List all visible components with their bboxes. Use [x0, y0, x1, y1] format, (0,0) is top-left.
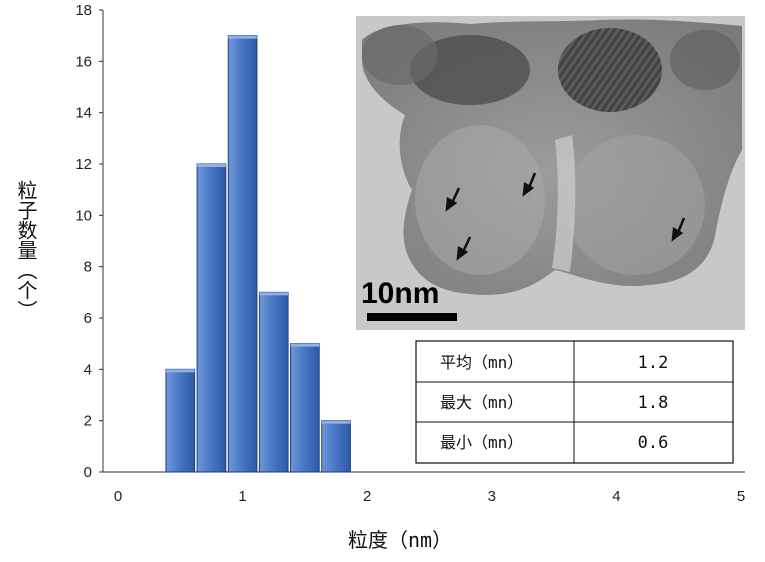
y-tick-label: 4 [84, 361, 92, 378]
y-tick-label: 6 [84, 310, 92, 327]
x-tick-label: 2 [363, 488, 371, 505]
bar-highlight [321, 420, 351, 424]
y-tick-label: 18 [75, 2, 92, 19]
tem-arrow [445, 187, 461, 212]
y-tick-label: 14 [75, 105, 92, 122]
y-axis-title: 粒子数量（个） [14, 180, 38, 320]
tem-dark-particle [670, 30, 740, 90]
bar [165, 368, 196, 473]
stats-row-value: 1.8 [638, 393, 669, 413]
bar-rect [196, 163, 227, 473]
stats-row-value: 0.6 [638, 433, 669, 453]
tem-scale-bar [367, 313, 457, 321]
y-tick-label: 12 [75, 156, 92, 173]
stats-row-value: 1.2 [638, 353, 669, 373]
bar-series [165, 35, 351, 473]
bar-rect [290, 343, 320, 473]
bar-rect [227, 35, 258, 473]
y-tick-label: 10 [75, 207, 92, 224]
tem-gap [552, 135, 576, 272]
bar-highlight [290, 343, 320, 347]
tem-scale-label: 10nm [361, 277, 439, 310]
bar [227, 35, 258, 473]
bar [321, 420, 351, 473]
x-axis-title: 粒度（nm） [348, 528, 452, 552]
y-tick-label: 0 [84, 464, 92, 481]
y-tick-labels: 0 2 4 6 8 10 12 14 16 18 [75, 2, 103, 481]
tem-dark-particle [410, 35, 530, 105]
x-tick-label: 3 [488, 488, 496, 505]
stats-row-label: 平均（mn） [440, 353, 523, 372]
bar-rect [258, 291, 289, 473]
x-tick-label: 5 [737, 488, 745, 505]
bar-highlight [228, 35, 257, 39]
stats-table: 平均（mn） 1.2 最大（mn） 1.8 最小（mn） 0.6 [415, 340, 734, 464]
tem-inset-image: 10nm [356, 16, 745, 330]
tem-light-region [415, 125, 545, 275]
tem-arrow [456, 236, 472, 261]
tem-arrow [522, 172, 537, 197]
bar-highlight [259, 292, 289, 296]
tem-arrow [671, 217, 686, 242]
bar-rect [165, 368, 196, 473]
bar [258, 291, 289, 473]
bar-rect [321, 420, 351, 473]
bar [290, 343, 320, 473]
stats-row-label: 最小（mn） [440, 433, 523, 452]
stats-row-label: 最大（mn） [440, 393, 523, 412]
bar-highlight [197, 164, 226, 167]
x-tick-labels: 0 1 2 3 4 5 [114, 488, 745, 505]
tem-light-region [565, 135, 705, 275]
bar [196, 163, 227, 473]
tem-dark-particle [362, 25, 438, 85]
y-tick-label: 16 [75, 53, 92, 70]
bar-highlight [165, 369, 195, 373]
x-tick-label: 1 [238, 488, 246, 505]
x-tick-label: 4 [612, 488, 620, 505]
tem-dark-particle [558, 28, 662, 112]
y-tick-label: 2 [84, 413, 92, 430]
y-tick-label: 8 [84, 259, 92, 276]
x-tick-label: 0 [114, 488, 122, 505]
